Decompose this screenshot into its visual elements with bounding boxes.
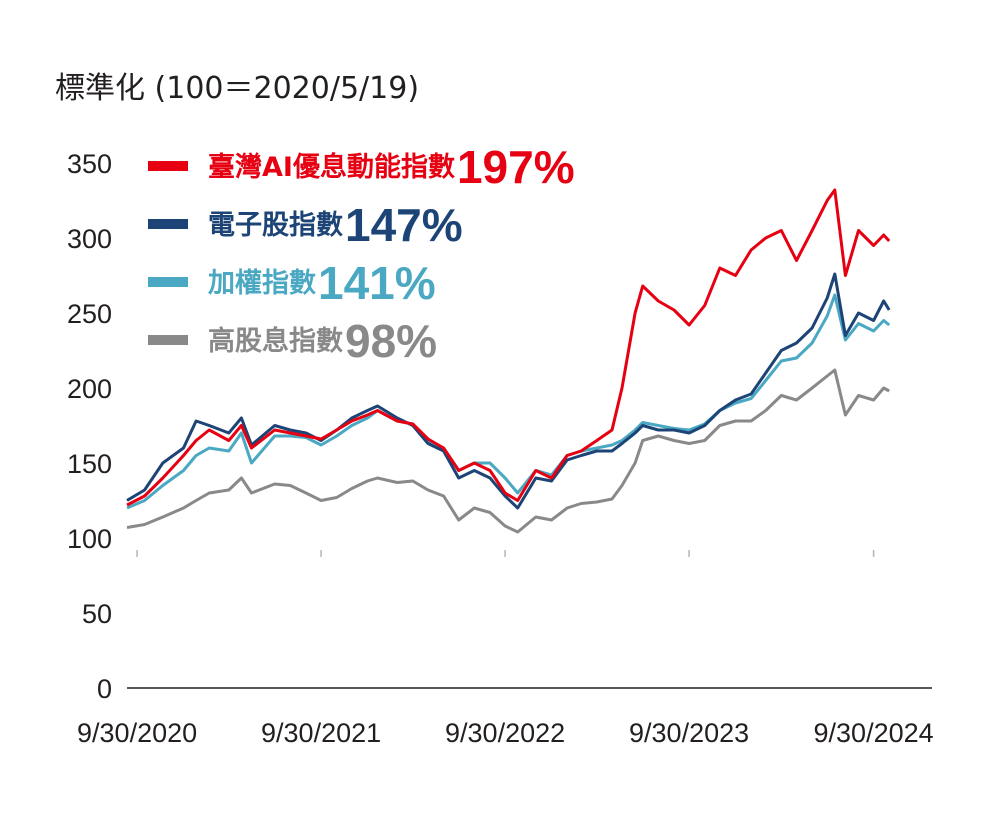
legend: 臺灣AI優息動能指數 197% 電子股指數 147% 加權指數 141% 高股息指數 98% — [148, 141, 575, 367]
series-lines — [126, 188, 891, 534]
series-line — [126, 188, 891, 507]
y-tick-label: 50 — [82, 599, 112, 629]
legend-return-label: 98% — [345, 315, 437, 367]
legend-swatch — [148, 219, 188, 229]
legend-swatch — [148, 161, 188, 171]
x-tick-label: 9/30/2022 — [445, 718, 565, 748]
y-axis-ticks: 0 50 100 150 200 250 300 350 — [67, 149, 112, 704]
x-tick-label: 9/30/2023 — [629, 718, 749, 748]
legend-return-label: 147% — [345, 199, 463, 251]
series-line — [126, 272, 891, 510]
y-tick-label: 300 — [67, 224, 112, 254]
y-tick-label: 150 — [67, 449, 112, 479]
legend-return-label: 197% — [457, 141, 575, 193]
legend-label: 電子股指數 — [208, 210, 343, 241]
series-line — [126, 368, 890, 534]
x-tick-label: 9/30/2020 — [77, 718, 197, 748]
x-tick-label: 9/30/2021 — [261, 718, 381, 748]
y-tick-label: 100 — [67, 524, 112, 554]
y-tick-label: 0 — [97, 674, 112, 704]
legend-swatch — [148, 277, 188, 287]
y-tick-label: 250 — [67, 299, 112, 329]
legend-label: 臺灣AI優息動能指數 — [208, 151, 455, 183]
x-tick-label: 9/30/2024 — [814, 718, 934, 748]
legend-label: 高股息指數 — [208, 325, 343, 357]
x-axis-ticks: 9/30/2020 9/30/2021 9/30/2022 9/30/2023 9/30… — [77, 550, 934, 748]
y-tick-label: 200 — [67, 374, 112, 404]
legend-swatch — [148, 335, 188, 345]
legend-return-label: 141% — [318, 257, 436, 309]
legend-label: 加權指數 — [208, 268, 316, 299]
y-tick-label: 350 — [67, 149, 112, 179]
y-axis-label: 標準化 (100＝2020/5/19) — [55, 71, 419, 106]
